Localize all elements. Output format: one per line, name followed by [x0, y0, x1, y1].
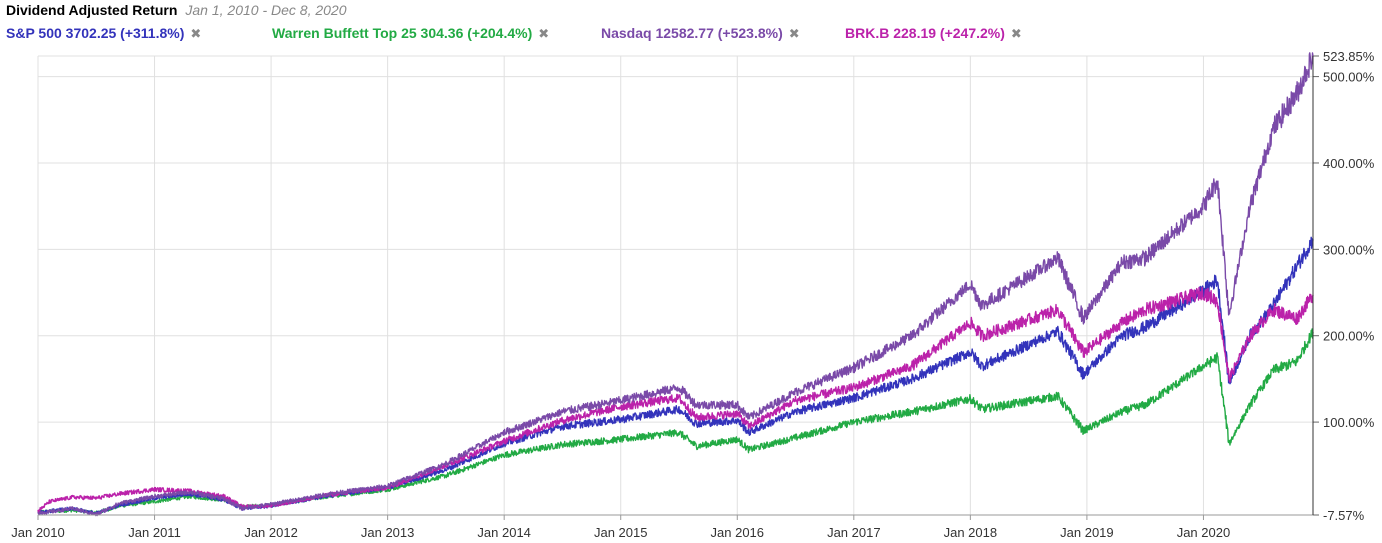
- x-tick-label: Jan 2010: [11, 525, 65, 540]
- chart-series: [37, 52, 1314, 517]
- legend-item-sp500[interactable]: S&P 500 3702.25 (+311.8%) ✖: [6, 25, 201, 42]
- legend-label: S&P 500 3702.25 (+311.8%): [6, 25, 185, 41]
- chart-title: Dividend Adjusted Return: [6, 2, 178, 18]
- remove-series-icon[interactable]: ✖: [1010, 26, 1022, 41]
- y-tick-label: 200.00%: [1323, 329, 1375, 344]
- x-tick-label: Jan 2014: [477, 525, 531, 540]
- x-tick-label: Jan 2020: [1177, 525, 1231, 540]
- y-tick-label: 523.85%: [1323, 49, 1375, 64]
- legend-item-brkb[interactable]: BRK.B 228.19 (+247.2%) ✖: [845, 25, 1022, 42]
- series-line-brk-b[interactable]: [37, 286, 1314, 513]
- remove-series-icon[interactable]: ✖: [190, 26, 202, 41]
- title-row: Dividend Adjusted Return Jan 1, 2010 - De…: [6, 2, 347, 18]
- series-line-nasdaq[interactable]: [37, 52, 1314, 517]
- remove-series-icon[interactable]: ✖: [788, 26, 800, 41]
- y-tick-label: -7.57%: [1323, 508, 1365, 523]
- x-tick-label: Jan 2017: [827, 525, 881, 540]
- chart-header: Dividend Adjusted Return Jan 1, 2010 - De…: [6, 2, 1376, 46]
- chart-grid: [37, 55, 1313, 516]
- x-tick-label: Jan 2011: [128, 525, 181, 540]
- legend-item-buffett-top25[interactable]: Warren Buffett Top 25 304.36 (+204.4%) ✖: [272, 25, 549, 42]
- series-line-s-p-500[interactable]: [37, 236, 1314, 516]
- x-tick-label: Jan 2012: [244, 525, 298, 540]
- chart-date-range: Jan 1, 2010 - Dec 8, 2020: [185, 2, 347, 18]
- legend-label: Warren Buffett Top 25 304.36 (+204.4%): [272, 25, 533, 41]
- y-tick-label: 400.00%: [1323, 156, 1375, 171]
- x-tick-label: Jan 2016: [711, 525, 765, 540]
- legend-label: BRK.B 228.19 (+247.2%): [845, 25, 1005, 41]
- remove-series-icon[interactable]: ✖: [538, 26, 550, 41]
- y-tick-label: 100.00%: [1323, 415, 1375, 430]
- legend-item-nasdaq[interactable]: Nasdaq 12582.77 (+523.8%) ✖: [601, 25, 800, 42]
- legend: S&P 500 3702.25 (+311.8%) ✖ Warren Buffet…: [6, 25, 1376, 45]
- x-tick-label: Jan 2015: [594, 525, 648, 540]
- x-tick-label: Jan 2019: [1060, 525, 1114, 540]
- chart-axes: Jan 2010 Jan 2011 Jan 2012 Jan 2013 Jan 2014…: [11, 49, 1375, 540]
- y-tick-label: 300.00%: [1323, 242, 1375, 257]
- y-tick-label: 500.00%: [1323, 70, 1375, 85]
- x-tick-label: Jan 2018: [944, 525, 998, 540]
- x-tick-label: Jan 2013: [361, 525, 415, 540]
- legend-label: Nasdaq 12582.77 (+523.8%): [601, 25, 783, 41]
